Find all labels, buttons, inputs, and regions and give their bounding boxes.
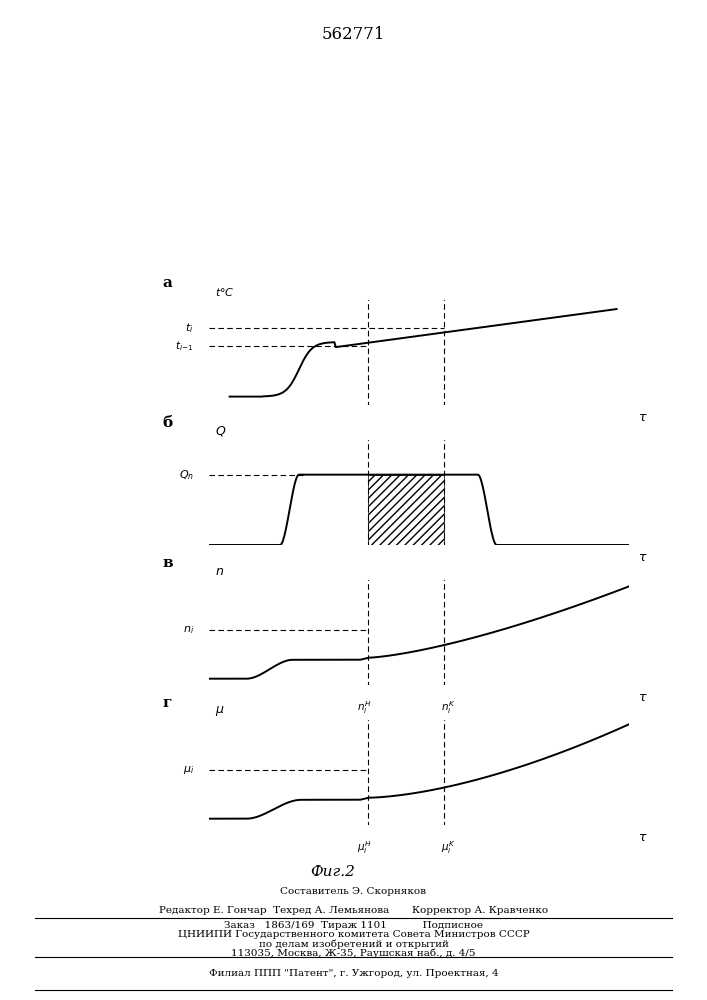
Text: $t_i$: $t_i$: [185, 321, 194, 335]
Text: $\mu_i$: $\mu_i$: [182, 764, 194, 776]
Text: $t_{i\!-\!1}$: $t_{i\!-\!1}$: [175, 339, 194, 353]
Text: г: г: [163, 696, 172, 710]
Text: $n_i^H$: $n_i^H$: [357, 700, 371, 716]
Text: $\tau$: $\tau$: [638, 411, 647, 424]
Text: по делам изобретений и открытий: по делам изобретений и открытий: [259, 940, 448, 949]
Text: Составитель Э. Скорняков: Составитель Э. Скорняков: [281, 887, 426, 896]
Text: $\mu_i^H$: $\mu_i^H$: [357, 840, 371, 856]
Text: $\mu$: $\mu$: [215, 704, 224, 718]
Text: в: в: [163, 556, 173, 570]
Text: $\tau$: $\tau$: [638, 551, 647, 564]
Text: б: б: [163, 416, 173, 430]
Text: $\mu_i^K$: $\mu_i^K$: [441, 840, 455, 856]
Text: Заказ   1863/169  Тираж 1101           Подписное: Заказ 1863/169 Тираж 1101 Подписное: [224, 921, 483, 930]
Text: $t°C$: $t°C$: [215, 286, 235, 298]
Text: Редактор Е. Гончар  Техред А. Лемьянова       Корректор А. Кравченко: Редактор Е. Гончар Техред А. Лемьянова К…: [159, 906, 548, 915]
Text: $Q_n$: $Q_n$: [179, 468, 194, 482]
Text: а: а: [163, 276, 173, 290]
Text: ЦНИИПИ Государственного комитета Совета Министров СССР: ЦНИИПИ Государственного комитета Совета …: [177, 930, 530, 939]
Text: 562771: 562771: [322, 26, 385, 43]
Text: 113035, Москва, Ж-35, Раушская наб., д. 4/5: 113035, Москва, Ж-35, Раушская наб., д. …: [231, 949, 476, 958]
Text: $n_i$: $n_i$: [182, 624, 194, 636]
Text: $\tau$: $\tau$: [638, 831, 647, 844]
Text: $\tau$: $\tau$: [638, 691, 647, 704]
Text: $n$: $n$: [215, 565, 224, 578]
Text: Филиал ППП "Патент", г. Ужгород, ул. Проектная, 4: Филиал ППП "Патент", г. Ужгород, ул. Про…: [209, 969, 498, 978]
Text: Фиг.2: Фиг.2: [310, 865, 355, 879]
Text: $n_i^K$: $n_i^K$: [441, 700, 455, 716]
Text: $Q$: $Q$: [215, 424, 226, 438]
Polygon shape: [368, 475, 444, 545]
